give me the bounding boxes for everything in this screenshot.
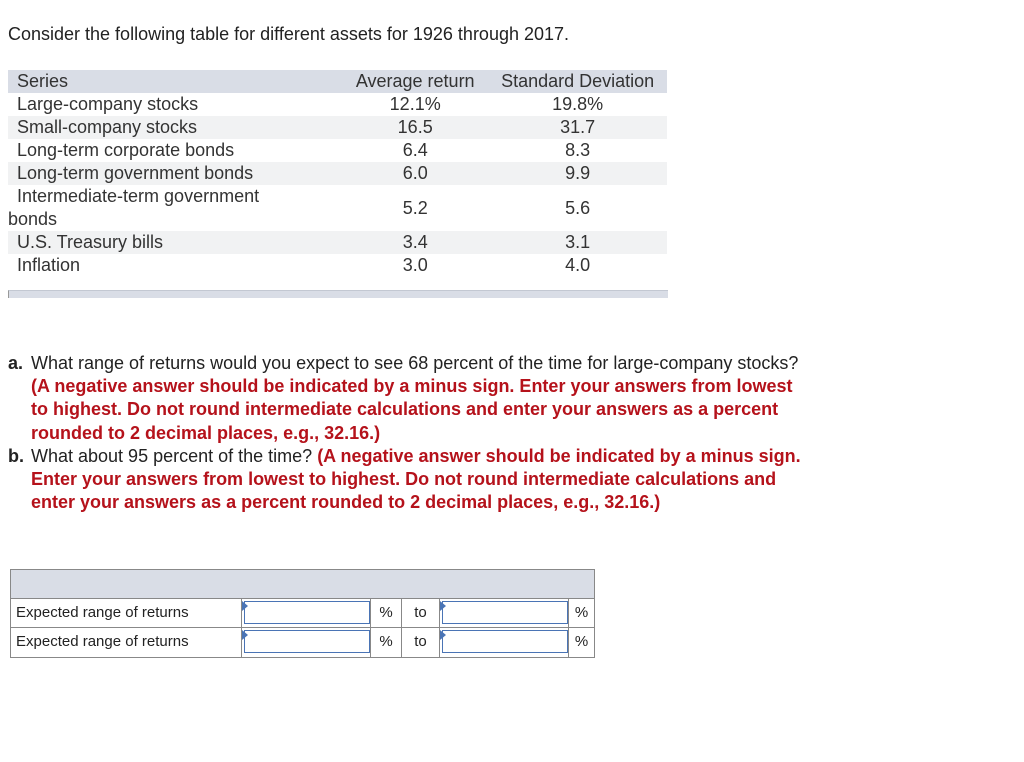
series-name: Intermediate-term government bonds (8, 185, 342, 231)
question-a-instruction: (A negative answer should be indicated b… (31, 376, 793, 443)
divider (439, 599, 440, 628)
to-separator: to (414, 633, 427, 650)
input-marker-icon (242, 630, 248, 640)
average-return: 3.0 (402, 255, 428, 275)
average-return: 12.1% (389, 94, 441, 114)
percent-unit: % (379, 604, 393, 621)
table-row: Intermediate-term government bonds 5.2 5… (8, 185, 667, 231)
divider (439, 628, 440, 657)
question-a: a. What range of returns would you expec… (8, 352, 808, 445)
table-row: Large-company stocks 12.1% 19.8% (8, 93, 667, 116)
to-separator: to (414, 604, 427, 621)
average-return: 6.4 (402, 140, 428, 160)
table-row: Inflation 3.0 4.0 (8, 254, 667, 277)
header-series: Series (17, 71, 69, 91)
percent-unit: % (574, 604, 589, 621)
header-average-return: Average return (355, 71, 475, 91)
divider (401, 628, 402, 657)
table-header-row: Series Average return Standard Deviation (8, 70, 667, 93)
question-a-text: What range of returns would you expect t… (31, 352, 808, 445)
question-b-text: What about 95 percent of the time? (A ne… (31, 445, 808, 515)
divider (568, 628, 569, 657)
answer-row-label: Expected range of returns (16, 604, 189, 621)
range-low-input[interactable] (244, 630, 370, 653)
standard-deviation: 5.6 (565, 197, 591, 218)
series-name-line1: Intermediate-term government (17, 186, 260, 206)
standard-deviation: 19.8% (552, 94, 604, 114)
average-return: 3.4 (402, 232, 428, 252)
table-row: U.S. Treasury bills 3.4 3.1 (8, 231, 667, 254)
series-name-line2: bonds (8, 209, 58, 229)
divider (370, 628, 371, 657)
range-low-input[interactable] (244, 601, 370, 624)
question-a-label: a. (8, 353, 24, 373)
answer-row-label: Expected range of returns (16, 633, 189, 650)
average-return: 16.5 (397, 117, 433, 137)
input-marker-icon (242, 601, 248, 611)
divider (241, 628, 242, 657)
input-marker-icon (440, 601, 446, 611)
divider (401, 599, 402, 628)
question-b-body: What about 95 percent of the time? (31, 445, 313, 466)
answer-grid-header (11, 570, 594, 599)
divider (241, 599, 242, 628)
table-footer-bar (8, 290, 668, 298)
table-row: Small-company stocks 16.5 31.7 (8, 116, 667, 139)
question-b: b. What about 95 percent of the time? (A… (8, 445, 808, 515)
standard-deviation: 9.9 (565, 163, 591, 183)
average-return: 6.0 (402, 163, 428, 183)
answer-grid: Expected range of returns % to % Expecte… (10, 569, 595, 658)
series-name: Inflation (17, 255, 81, 275)
questions-block: a. What range of returns would you expec… (8, 352, 808, 514)
percent-unit: % (379, 633, 393, 650)
problem-intro: Consider the following table for differe… (8, 24, 570, 44)
percent-unit: % (574, 633, 589, 650)
answer-row-a: Expected range of returns % to % (11, 598, 594, 628)
question-b-instruction: (A negative answer should be indicated b… (31, 445, 801, 513)
series-name: Small-company stocks (17, 117, 198, 137)
header-standard-deviation: Standard Deviation (501, 71, 655, 91)
divider (370, 599, 371, 628)
question-b-label: b. (8, 445, 24, 466)
standard-deviation: 31.7 (560, 117, 596, 137)
asset-returns-table: Series Average return Standard Deviation… (8, 70, 667, 277)
series-name: Long-term corporate bonds (17, 140, 235, 160)
range-high-input[interactable] (442, 630, 568, 653)
answer-row-b: Expected range of returns % to % (11, 627, 594, 657)
series-name: Large-company stocks (17, 94, 199, 114)
question-a-body: What range of returns would you expect t… (31, 353, 799, 373)
range-high-input[interactable] (442, 601, 568, 624)
average-return: 5.2 (402, 197, 428, 218)
input-marker-icon (440, 630, 446, 640)
table-row: Long-term government bonds 6.0 9.9 (8, 162, 667, 185)
standard-deviation: 4.0 (565, 255, 591, 275)
standard-deviation: 8.3 (565, 140, 591, 160)
series-name: Long-term government bonds (17, 163, 254, 183)
table-row: Long-term corporate bonds 6.4 8.3 (8, 139, 667, 162)
divider (568, 599, 569, 628)
series-name: U.S. Treasury bills (17, 232, 164, 252)
standard-deviation: 3.1 (565, 232, 591, 252)
